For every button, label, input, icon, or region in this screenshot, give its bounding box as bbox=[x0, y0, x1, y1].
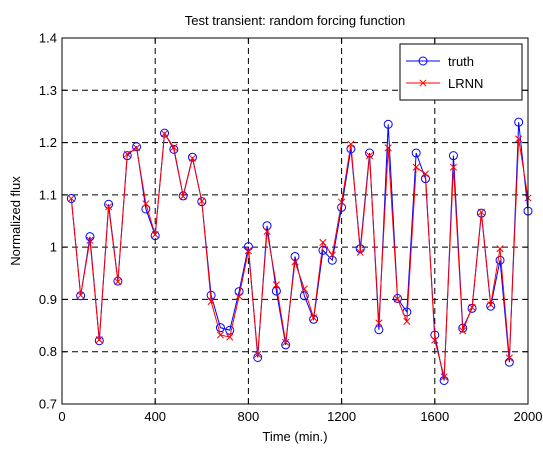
x-tick-label: 1200 bbox=[327, 409, 356, 424]
data-point bbox=[244, 247, 252, 255]
chart-title: Test transient: random forcing function bbox=[185, 13, 405, 28]
y-tick-label: 1 bbox=[50, 240, 57, 255]
data-point bbox=[226, 333, 234, 341]
data-point bbox=[169, 144, 179, 154]
legend-item-lrnn: LRNN bbox=[406, 76, 483, 91]
data-point bbox=[384, 144, 392, 152]
data-point bbox=[262, 221, 272, 231]
data-point bbox=[421, 170, 430, 178]
legend-box bbox=[399, 43, 523, 101]
data-point bbox=[514, 117, 524, 127]
data-point bbox=[290, 252, 300, 262]
legend-marker bbox=[419, 79, 427, 87]
y-tick-label: 1.1 bbox=[39, 187, 57, 202]
y-tick-label: 1.3 bbox=[39, 83, 57, 98]
x-tick-label: 800 bbox=[238, 409, 260, 424]
data-point bbox=[431, 336, 439, 344]
data-point bbox=[77, 291, 85, 299]
data-point bbox=[114, 278, 122, 286]
data-point bbox=[188, 154, 197, 162]
data-point bbox=[448, 151, 458, 161]
legend: truth LRNN bbox=[399, 43, 523, 101]
y-tick-label: 0.7 bbox=[39, 397, 57, 412]
data-point bbox=[393, 295, 402, 303]
data-point bbox=[160, 130, 169, 138]
axis-ticks: 0 400 800 1200 1600 2000 0.7 0.8 0.9 1 1.1 1.2 1.3 1.… bbox=[39, 31, 543, 425]
data-point bbox=[347, 140, 355, 148]
legend-item-truth: truth bbox=[406, 54, 474, 69]
y-tick-label: 1.2 bbox=[39, 135, 57, 150]
data-point bbox=[338, 198, 346, 206]
data-point bbox=[299, 291, 309, 301]
series-line bbox=[70, 132, 529, 377]
data-point bbox=[495, 255, 505, 265]
data-point bbox=[505, 354, 513, 362]
data-point bbox=[327, 255, 337, 265]
data-point bbox=[366, 152, 374, 160]
data-point bbox=[487, 301, 495, 309]
x-tick-label: 2000 bbox=[514, 409, 543, 424]
data-point bbox=[179, 192, 187, 200]
data-point bbox=[225, 325, 235, 335]
x-axis-label: Time (min.) bbox=[262, 429, 327, 444]
data-point bbox=[198, 197, 206, 205]
legend-label: truth bbox=[448, 54, 474, 69]
data-point bbox=[178, 191, 188, 201]
data-point bbox=[215, 323, 225, 333]
y-tick-label: 0.8 bbox=[39, 344, 57, 359]
data-point bbox=[67, 194, 75, 203]
plot-frame bbox=[61, 37, 529, 405]
data-point bbox=[356, 248, 364, 256]
data-point bbox=[300, 285, 308, 293]
y-tick-label: 0.9 bbox=[39, 292, 57, 307]
data-point bbox=[142, 200, 150, 208]
data-point bbox=[515, 135, 523, 143]
data-point bbox=[170, 143, 178, 151]
data-point bbox=[328, 251, 336, 259]
data-point bbox=[375, 319, 383, 327]
legend-marker bbox=[418, 56, 428, 66]
data-point bbox=[468, 303, 476, 311]
data-point bbox=[235, 292, 243, 300]
data-point bbox=[123, 150, 131, 158]
data-point bbox=[151, 231, 159, 239]
data-point bbox=[207, 297, 215, 306]
y-axis-label: Normalized flux bbox=[8, 176, 23, 266]
series-group bbox=[66, 117, 533, 385]
data-point bbox=[105, 203, 113, 211]
data-point bbox=[291, 258, 299, 266]
data-point bbox=[449, 163, 457, 171]
data-point bbox=[310, 314, 318, 322]
y-tick-label: 1.4 bbox=[39, 31, 57, 46]
data-point bbox=[86, 236, 94, 244]
data-point bbox=[403, 317, 411, 325]
data-point bbox=[411, 148, 421, 158]
data-point bbox=[187, 152, 197, 162]
data-point bbox=[263, 227, 271, 236]
data-point bbox=[412, 163, 420, 171]
data-point bbox=[216, 331, 224, 339]
data-point bbox=[254, 350, 262, 358]
data-point bbox=[133, 144, 141, 152]
data-point bbox=[319, 238, 327, 246]
data-point bbox=[374, 325, 384, 335]
x-tick-label: 1600 bbox=[420, 409, 449, 424]
legend-label: LRNN bbox=[448, 76, 483, 91]
data-point bbox=[282, 338, 290, 346]
data-point bbox=[496, 245, 504, 253]
data-point bbox=[272, 281, 280, 289]
data-point bbox=[440, 373, 448, 381]
data-point bbox=[95, 336, 103, 344]
data-point bbox=[459, 327, 467, 335]
data-point bbox=[383, 119, 393, 129]
x-tick-label: 400 bbox=[144, 409, 166, 424]
data-point bbox=[477, 208, 485, 216]
series-lrnn bbox=[67, 130, 532, 381]
x-tick-label: 0 bbox=[58, 409, 65, 424]
